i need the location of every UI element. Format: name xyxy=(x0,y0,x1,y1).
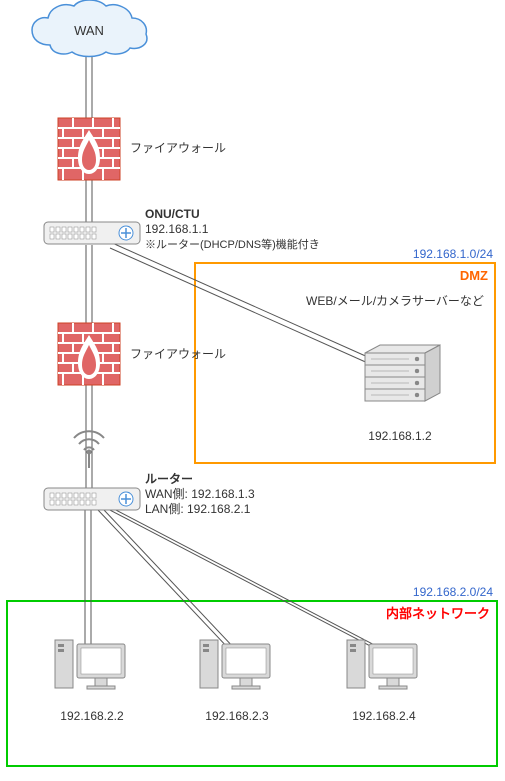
wan-label: WAN xyxy=(74,23,104,38)
dmz-servers-label: WEB/メール/カメラサーバーなど xyxy=(306,294,484,308)
firewall-1 xyxy=(58,118,120,180)
dmz-box xyxy=(195,263,495,463)
router-wan-label: WAN側: 192.168.1.3 xyxy=(145,487,255,501)
onu-title: ONU/CTU xyxy=(145,207,200,221)
router-title: ルーター xyxy=(145,472,193,486)
server-stack xyxy=(365,345,440,401)
pc-2 xyxy=(200,640,270,689)
router-wifi-icon xyxy=(74,431,104,468)
onu-device xyxy=(44,222,140,244)
router-device xyxy=(44,488,140,510)
internal-title: 内部ネットワーク xyxy=(386,606,490,621)
firewall-2 xyxy=(58,323,120,385)
pc-3-ip: 192.168.2.4 xyxy=(352,709,416,723)
pc-1 xyxy=(55,640,125,689)
pc-2-ip: 192.168.2.3 xyxy=(205,709,269,723)
pc-1-ip: 192.168.2.2 xyxy=(60,709,124,723)
onu-ip: 192.168.1.1 xyxy=(145,222,209,236)
firewall-1-label: ファイアウォール xyxy=(130,141,226,155)
router-lan-label: LAN側: 192.168.2.1 xyxy=(145,502,251,516)
dmz-title: DMZ xyxy=(460,268,488,283)
firewall-2-label: ファイアウォール xyxy=(130,347,226,361)
wan-cloud: WAN xyxy=(32,0,147,57)
pc-3 xyxy=(347,640,417,689)
server-ip-label: 192.168.1.2 xyxy=(368,429,432,443)
onu-note: ※ルーター(DHCP/DNS等)機能付き xyxy=(145,237,320,251)
internal-subnet-label: 192.168.2.0/24 xyxy=(413,585,493,599)
dmz-subnet-label: 192.168.1.0/24 xyxy=(413,247,493,261)
